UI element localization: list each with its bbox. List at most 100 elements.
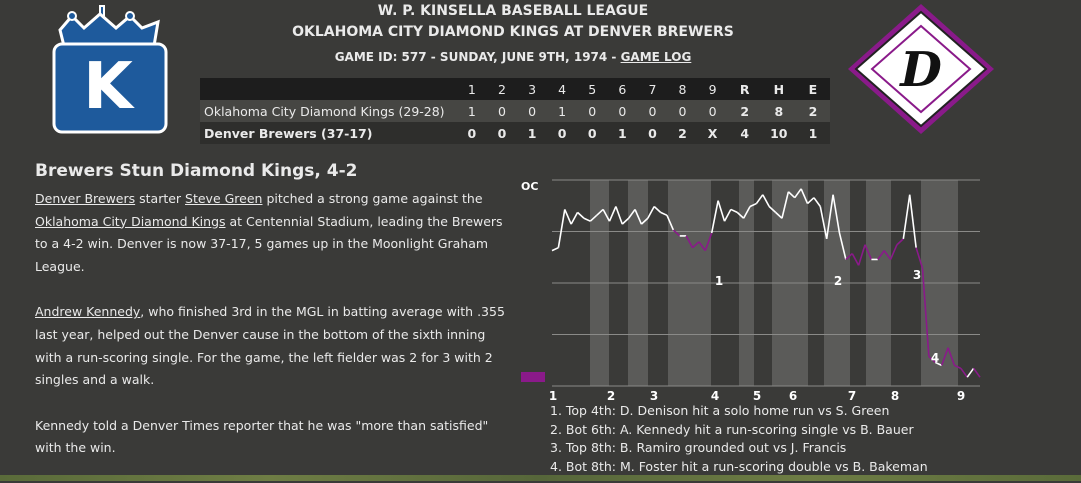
team-link[interactable]: Denver Brewers [35, 191, 136, 206]
wp-segment [736, 211, 745, 219]
chart-top-label: OC [521, 180, 538, 193]
wp-segment [915, 247, 924, 269]
wp-segment [749, 202, 757, 208]
home-inning-score: 0 [557, 125, 567, 141]
home-inning-score: X [707, 125, 718, 141]
x-axis-label: 3 [650, 389, 658, 403]
linescore-table: 1 2 3 4 5 6 7 8 9 R H E Oklahoma City Di… [200, 78, 830, 144]
home-inning-score: 0 [648, 125, 657, 141]
x-axis-label: 5 [753, 389, 761, 403]
wp-segment [615, 206, 624, 225]
header-runs: R [739, 81, 750, 97]
wp-segment [653, 205, 662, 213]
wp-segment [851, 253, 860, 266]
story-text: at Centennial Stadium, leading the Brewe… [35, 213, 503, 274]
away-inning-score: 0 [678, 103, 687, 119]
home-inning-score: 0 [467, 125, 477, 141]
wp-segment [838, 232, 847, 260]
story-text: , who finished 3rd in the MGL in batting… [35, 304, 505, 388]
grass-strip [0, 475, 1081, 481]
wp-segment [954, 364, 962, 370]
wp-segment [775, 211, 783, 219]
wp-segment [557, 209, 566, 248]
game-log-link[interactable]: GAME LOG [620, 50, 692, 64]
key-play-item: 2. Bot 6th: A. Kennedy hit a run-scoring… [550, 421, 914, 437]
home-hits: 10 [770, 125, 788, 141]
wp-segment [742, 206, 751, 219]
wp-segment [940, 347, 949, 366]
x-axis-label: 1 [549, 389, 557, 403]
wp-segment [794, 188, 802, 199]
wp-segment [640, 217, 649, 225]
x-axis-label: 2 [607, 389, 615, 403]
away-team-logo: D [846, 2, 996, 136]
key-play-item: 4. Bot 8th: M. Foster hit a run-scoring … [550, 458, 928, 474]
story-headline: Brewers Stun Diamond Kings, 4-2 [35, 161, 358, 181]
player-link[interactable]: Steve Green [185, 191, 263, 206]
game-info-text: GAME ID: 577 - SUNDAY, JUNE 9TH, 1974 - [334, 50, 621, 64]
home-team-logo: K [50, 2, 170, 135]
away-inning-score: 1 [467, 103, 476, 119]
x-axis-label: 4 [711, 389, 719, 403]
away-inning-score: 0 [648, 103, 657, 119]
key-play-item: 3. Top 8th: B. Ramiro grounded out vs J.… [550, 440, 847, 455]
header-inning: 6 [618, 81, 627, 97]
home-inning-score: 0 [497, 125, 507, 141]
wp-segment [960, 367, 968, 378]
wp-segment [966, 367, 975, 378]
wp-segment [660, 211, 668, 217]
win-probability-chart: 1 2 3 4 5 6 7 8 9 1 2 3 4 OC [521, 179, 981, 403]
linescore-row-away: Oklahoma City Diamond Kings (29-28) 1 0 … [200, 100, 830, 122]
key-play-marker: 1 [715, 274, 723, 288]
x-axis-label: 9 [957, 389, 965, 403]
crown-icon [58, 5, 160, 48]
wp-segment [647, 206, 655, 219]
home-inning-score: 1 [527, 125, 537, 141]
wp-segment [589, 214, 598, 222]
away-errors: 2 [808, 103, 818, 119]
wp-segment [819, 206, 828, 240]
story-text: starter [135, 191, 186, 206]
chart-markers: 1 2 3 4 [715, 268, 939, 365]
x-axis-label: 7 [848, 389, 856, 403]
wp-segment [902, 194, 911, 239]
story-text: pitched a strong game against the [262, 191, 483, 206]
header-inning: 3 [528, 81, 537, 97]
away-inning-score: 0 [528, 103, 537, 119]
home-team-indicator [521, 372, 545, 382]
wp-segment [685, 235, 694, 249]
away-inning-score: 1 [558, 103, 567, 119]
wp-segment [570, 211, 579, 225]
wp-segment [768, 205, 777, 213]
away-hits: 8 [774, 103, 784, 119]
home-logo-letter: K [83, 50, 135, 124]
header-inning: 5 [588, 81, 597, 97]
chart-gridlines [552, 179, 980, 387]
wp-segment [583, 217, 591, 222]
home-errors: 1 [808, 125, 818, 141]
away-team-name: Oklahoma City Diamond Kings (29-28) [204, 103, 445, 119]
wp-segment [857, 244, 866, 266]
header-inning: 7 [648, 81, 657, 97]
wp-segment [787, 191, 796, 199]
wp-segment [908, 194, 917, 248]
wp-segment [813, 197, 821, 207]
wp-segment [825, 194, 834, 239]
header-hits: H [773, 81, 785, 97]
wp-segment [551, 246, 559, 252]
wp-segment [704, 232, 713, 251]
player-link[interactable]: Andrew Kennedy [35, 304, 141, 320]
wp-segment [883, 250, 892, 260]
x-axis-label: 8 [891, 389, 899, 403]
header-inning: 9 [708, 81, 717, 97]
wp-segment [672, 229, 681, 237]
home-inning-score: 0 [587, 125, 597, 141]
away-inning-score: 0 [618, 103, 627, 119]
away-inning-score: 0 [497, 103, 506, 119]
wp-segment [934, 361, 943, 367]
header-team [200, 78, 457, 100]
matchup-title: OKLAHOMA CITY DIAMOND KINGS AT DENVER BR… [292, 24, 734, 40]
team-link[interactable]: Oklahoma City Diamond Kings [35, 213, 226, 229]
game-story: Brewers Stun Diamond Kings, 4-2 Denver B… [35, 160, 505, 483]
away-inning-score: 0 [708, 103, 717, 119]
